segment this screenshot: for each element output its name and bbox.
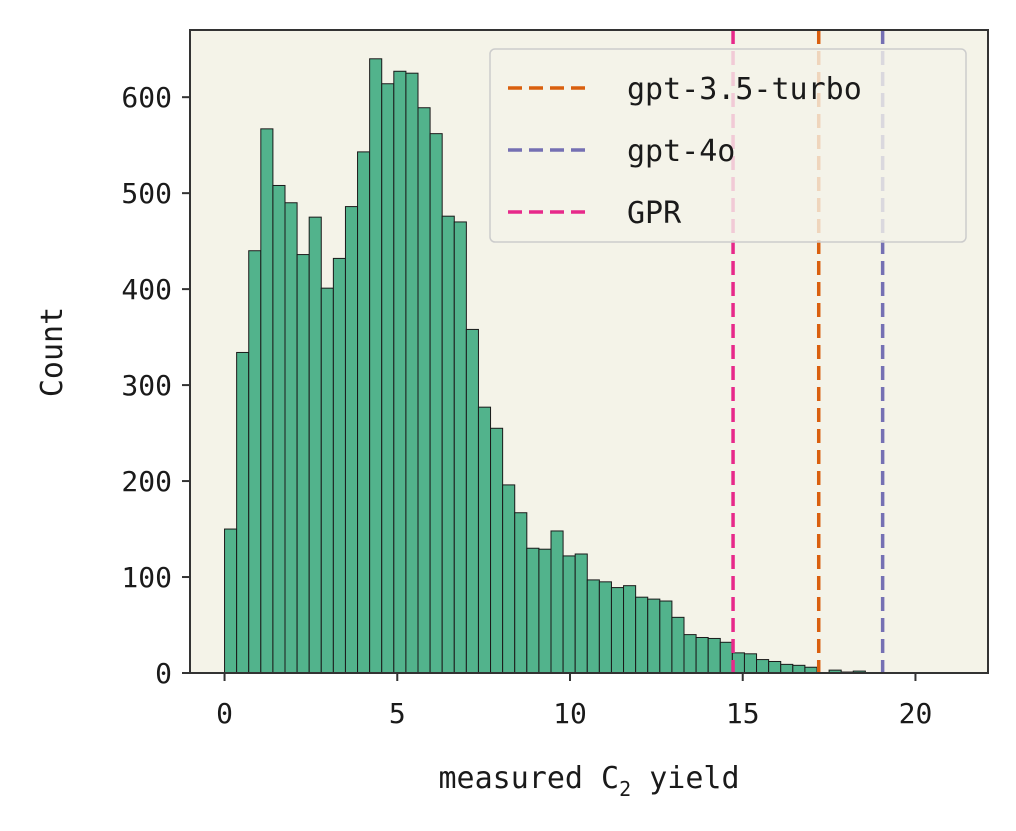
histogram-bar (623, 585, 637, 674)
y-tick-label: 0 (155, 657, 172, 690)
legend-label: gpt-3.5-turbo (627, 72, 862, 107)
histogram-bar (502, 484, 516, 674)
histogram-bar (332, 257, 346, 674)
y-tick-label: 300 (121, 369, 172, 402)
legend-label: gpt-4o (627, 134, 735, 169)
x-tick-label: 15 (726, 697, 760, 730)
histogram-bar (792, 664, 806, 674)
y-tick-label: 600 (121, 81, 172, 114)
histogram-bar (344, 206, 359, 674)
x-tick-label: 0 (216, 697, 233, 730)
histogram-bar (490, 427, 504, 674)
plot-frame (189, 29, 989, 674)
histogram-bar (465, 328, 479, 674)
histogram-bar (236, 351, 250, 674)
y-axis-title: Count (35, 307, 70, 397)
histogram-bar (369, 58, 383, 674)
histogram-bar (272, 184, 286, 674)
histogram-bar (260, 128, 274, 674)
histogram-bar (526, 547, 540, 674)
histogram-bar (586, 579, 600, 674)
histogram-bar (562, 555, 576, 674)
histogram-bar (695, 636, 709, 674)
histogram-bar (393, 70, 407, 674)
histogram-bar (574, 553, 588, 674)
histogram-bar (381, 83, 395, 674)
y-tick-label: 500 (121, 177, 172, 210)
legend-box (489, 48, 967, 243)
histogram-bar (441, 215, 455, 674)
y-tick-label: 200 (121, 465, 172, 498)
histogram-bar (719, 641, 733, 674)
histogram-bar (417, 107, 431, 674)
x-axis-title: measured C2 yield (438, 761, 739, 801)
y-tick-label: 400 (121, 273, 172, 306)
histogram-bar (756, 659, 770, 674)
histogram-bar (248, 250, 262, 674)
histogram-bar (683, 634, 697, 674)
histogram-bar (635, 596, 649, 674)
histogram-bar (308, 216, 322, 674)
histogram-bar (550, 530, 564, 674)
histogram-bar (514, 512, 528, 674)
histogram-bar (707, 637, 721, 674)
histogram-bar (357, 151, 371, 674)
histogram-bar (224, 528, 238, 674)
histogram-bar (453, 221, 467, 674)
legend: gpt-3.5-turbo gpt-4o GPR (489, 48, 967, 243)
x-tick-label: 5 (389, 697, 406, 730)
x-axis-ticks: 0 5 10 15 20 (216, 673, 932, 730)
histogram-bar (477, 406, 492, 674)
histogram-bar (405, 72, 419, 674)
x-tick-label: 20 (899, 697, 933, 730)
histogram-bar (647, 598, 661, 674)
x-tick-label: 10 (553, 697, 587, 730)
histogram-bar (671, 616, 685, 674)
histogram-bar (284, 202, 298, 674)
y-tick-label: 100 (121, 561, 172, 594)
histogram-bar (743, 653, 758, 674)
histogram-bar (296, 254, 310, 674)
histogram-bar (429, 133, 443, 674)
histogram-bar (659, 600, 673, 674)
y-axis-ticks: 0 100 200 300 400 500 600 (121, 81, 190, 690)
histogram-bar (780, 663, 794, 674)
histogram-bar (768, 660, 782, 674)
histogram-bar (610, 587, 625, 674)
legend-label: GPR (627, 196, 682, 231)
histogram-bar (320, 287, 334, 674)
histogram-bar (598, 581, 612, 674)
histogram-bar (538, 548, 552, 674)
